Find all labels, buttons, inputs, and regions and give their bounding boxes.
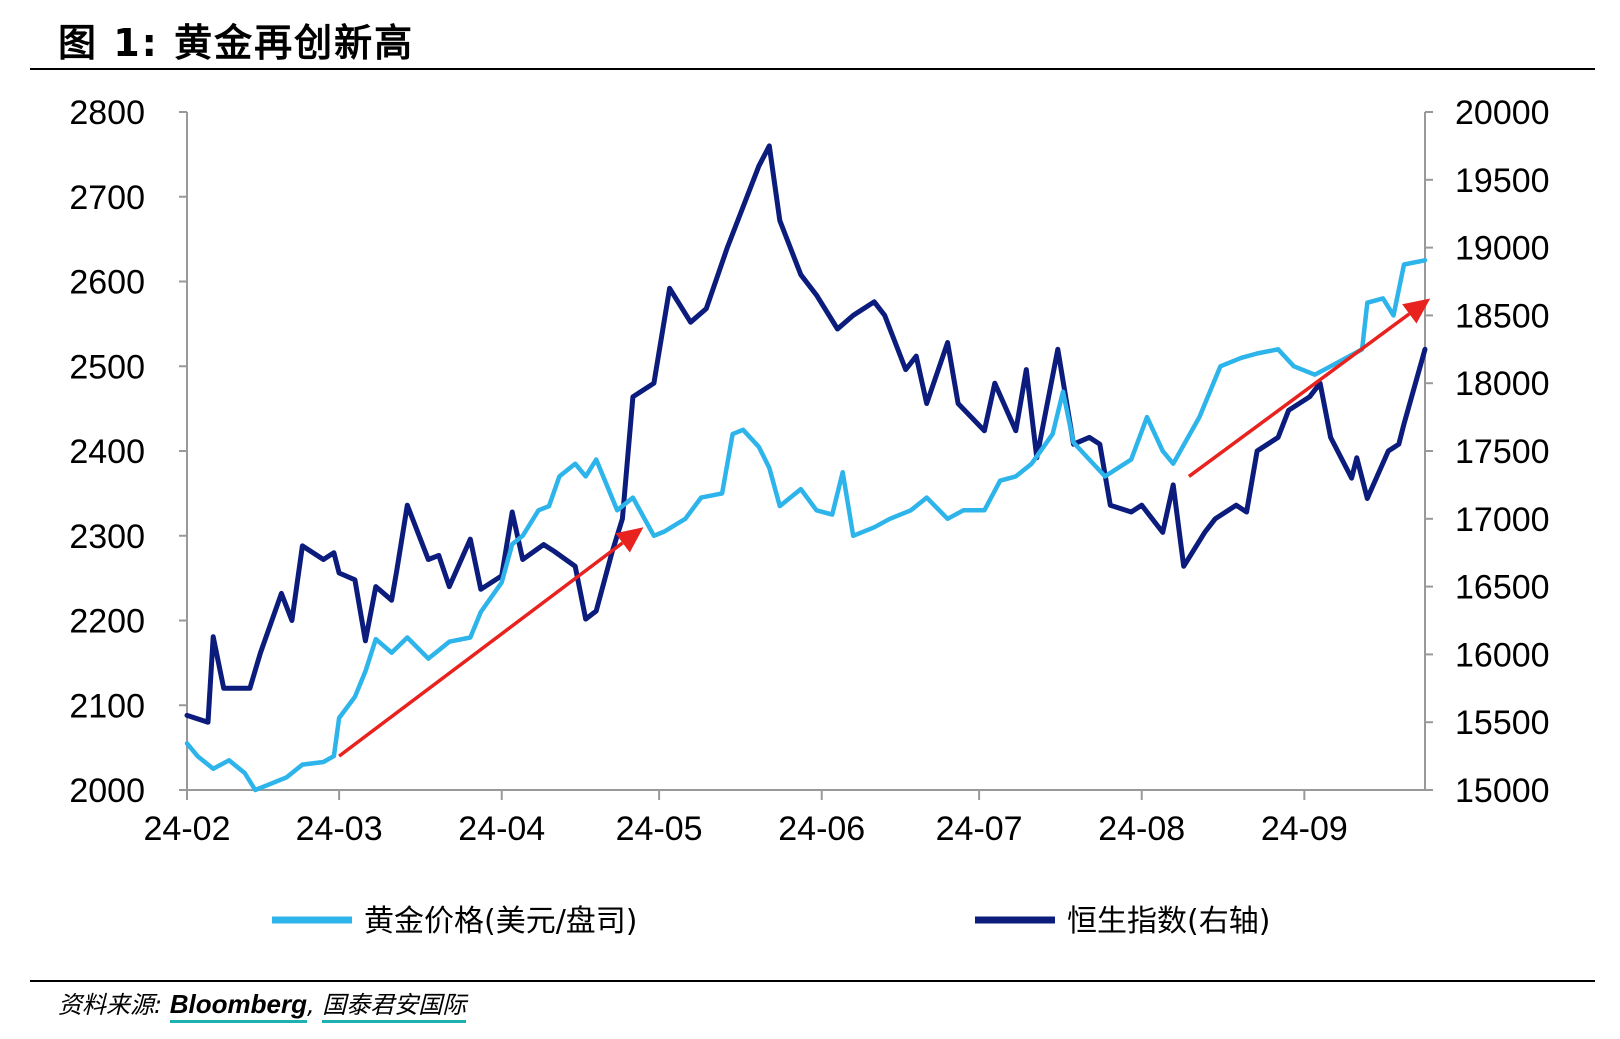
y-left-tick-label: 2600 — [69, 264, 145, 302]
x-tick-label: 24-02 — [144, 810, 231, 848]
y-left-tick-label: 2500 — [69, 348, 145, 386]
y-left-tick-label: 2300 — [69, 518, 145, 556]
x-tick-label: 24-05 — [616, 810, 703, 848]
trend-arrow-head — [1402, 298, 1431, 324]
chart-legend: 黄金价格(美元/盘司) 恒生指数(右轴) — [272, 904, 1270, 939]
y-right-tick-label: 20000 — [1455, 94, 1550, 132]
y-left-tick-label: 2800 — [69, 94, 145, 132]
x-tick-label: 24-03 — [296, 810, 383, 848]
y-right-tick-label: 18000 — [1455, 365, 1550, 403]
y-right-tick-label: 18500 — [1455, 297, 1550, 335]
title-rule — [30, 68, 1595, 70]
series-line-gold — [184, 258, 1428, 793]
x-tick-label: 24-08 — [1098, 810, 1185, 848]
source-note: 资料来源: Bloomberg, 国泰君安国际 — [58, 985, 467, 1023]
y-left-tick-label: 2000 — [69, 772, 145, 810]
y-right-tick-label: 17500 — [1455, 433, 1550, 471]
y-left-tick-label: 2400 — [69, 433, 145, 471]
x-tick-label: 24-09 — [1261, 810, 1348, 848]
x-tick-label: 24-06 — [778, 810, 865, 848]
trend-arrow-shaft — [1187, 312, 1411, 478]
y-left-tick-label: 2200 — [69, 603, 145, 641]
x-tick-label: 24-04 — [458, 810, 545, 848]
series-line-hsi — [184, 143, 1428, 725]
chart-annotations — [338, 298, 1431, 758]
y-right-tick-label: 19000 — [1455, 230, 1550, 268]
y-right-tick-label: 19500 — [1455, 162, 1550, 200]
y-right-tick-label: 16500 — [1455, 569, 1550, 607]
chart-series — [184, 143, 1428, 793]
figure-title: 图 1: 黄金再创新高 — [58, 21, 415, 65]
y-right-tick-label: 15000 — [1455, 772, 1550, 810]
y-right-tick-label: 16000 — [1455, 636, 1550, 674]
source-label: 资料来源: — [58, 991, 163, 1019]
legend-label-hsi: 恒生指数(右轴) — [1067, 904, 1270, 939]
x-tick-label: 24-07 — [936, 810, 1023, 848]
source-rule — [30, 980, 1595, 982]
y-right-tick-label: 15500 — [1455, 704, 1550, 742]
trend-arrow-head — [615, 527, 644, 553]
y-left-tick-label: 2700 — [69, 179, 145, 217]
source-separator: , — [306, 991, 315, 1019]
y-left-tick-label: 2100 — [69, 687, 145, 725]
legend-label-gold: 黄金价格(美元/盘司) — [364, 904, 638, 939]
trend-arrow-shaft — [338, 541, 624, 758]
y-right-tick-label: 17000 — [1455, 501, 1550, 539]
source-org: 国泰君安国际 — [322, 991, 467, 1023]
chart: 2000 2100 2200 2300 2400 2500 2600 2700 2800 1500… — [69, 94, 1549, 939]
source-name: Bloomberg — [169, 989, 307, 1023]
chart-axes: 2000 2100 2200 2300 2400 2500 2600 2700 2800 1500… — [69, 94, 1549, 848]
